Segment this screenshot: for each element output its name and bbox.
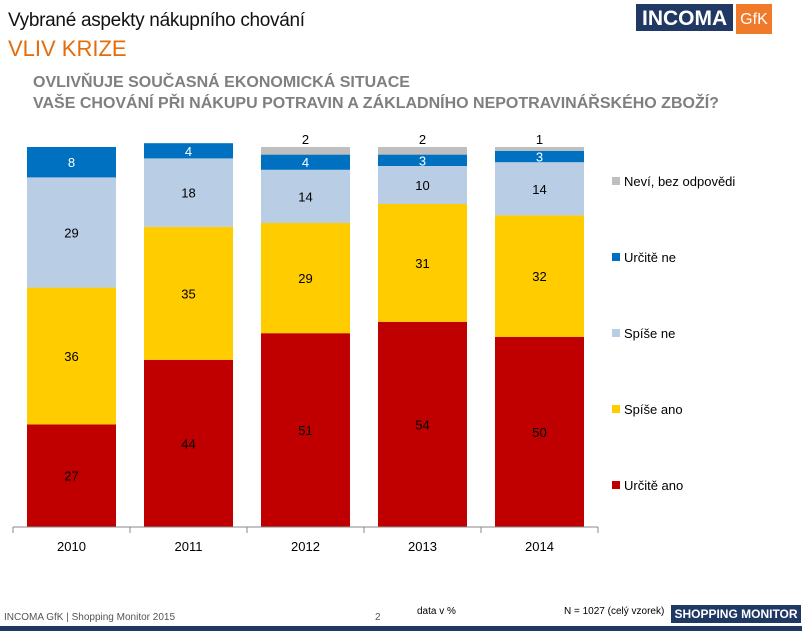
shopping-monitor-badge: SHOPPING MONITOR 2015 xyxy=(671,605,801,639)
data-label: 51 xyxy=(298,423,312,438)
logo-gfk: GfK xyxy=(736,4,772,34)
legend-swatch xyxy=(612,253,620,261)
x-tick-label: 2011 xyxy=(175,539,203,554)
bar-segment xyxy=(378,166,467,204)
data-label: 27 xyxy=(64,469,78,484)
bar-segment xyxy=(144,158,233,227)
footer-bar xyxy=(0,626,802,631)
data-label: 31 xyxy=(415,256,429,271)
bar-segment xyxy=(27,287,116,425)
bar-segment xyxy=(144,359,233,527)
legend-label: Spíše ano xyxy=(624,402,683,417)
legend-label: Neví, bez odpovědi xyxy=(624,174,735,189)
legend-swatch xyxy=(612,481,620,489)
data-label: 36 xyxy=(64,349,78,364)
bar-segment xyxy=(27,177,116,288)
bar-segment xyxy=(378,204,467,322)
x-tick-label: 2012 xyxy=(291,539,320,554)
page-subtitle: VLIV KRIZE xyxy=(8,36,127,61)
question-line-2: VAŠE CHOVÁNÍ PŘI NÁKUPU POTRAVIN A ZÁKLA… xyxy=(33,95,719,112)
page-number: 2 xyxy=(375,612,381,623)
data-label: 2 xyxy=(302,132,309,147)
legend-label: Určitě ne xyxy=(624,250,676,265)
bar-segment xyxy=(261,333,350,527)
legend-swatch xyxy=(612,177,620,185)
incoma-gfk-logo: INCOMA GfK xyxy=(636,4,772,34)
data-label: 1 xyxy=(536,132,543,147)
bar-segment xyxy=(27,424,116,527)
data-label: 3 xyxy=(536,150,543,165)
bar-segment xyxy=(378,321,467,527)
data-label: 32 xyxy=(532,269,546,284)
data-label: 4 xyxy=(302,155,309,170)
page-title: Vybrané aspekty nákupního chování xyxy=(8,10,305,31)
bar-segment xyxy=(261,147,350,155)
bar-segment xyxy=(378,154,467,166)
bar-segment xyxy=(261,223,350,334)
x-tick-label: 2013 xyxy=(408,539,437,554)
bar-segment xyxy=(144,143,233,159)
legend-swatch xyxy=(612,405,620,413)
data-label: 14 xyxy=(298,189,312,204)
bar-segment xyxy=(495,215,584,337)
footer-source: INCOMA GfK | Shopping Monitor 2015 xyxy=(4,612,176,623)
legend-label: Spíše ne xyxy=(624,326,675,341)
data-label: 14 xyxy=(532,182,546,197)
x-tick-label: 2010 xyxy=(57,539,86,554)
question-line-1: OVLIVŇUJE SOUČASNÁ EKONOMICKÁ SITUACE xyxy=(33,74,410,91)
bar-segment xyxy=(261,154,350,170)
logo-incoma: INCOMA xyxy=(636,4,734,34)
bar-segment xyxy=(495,150,584,163)
bar-segment xyxy=(378,147,467,155)
data-label: 3 xyxy=(419,153,426,168)
data-note: data v % xyxy=(417,606,456,617)
data-label: 10 xyxy=(415,178,429,193)
data-label: 2 xyxy=(419,132,426,147)
data-label: 50 xyxy=(532,425,546,440)
data-label: 29 xyxy=(298,271,312,286)
bar-segment xyxy=(144,226,233,360)
bar-segment xyxy=(495,337,584,527)
legend-swatch xyxy=(612,329,620,337)
data-label: 35 xyxy=(181,286,195,301)
sample-note: N = 1027 (celý vzorek) xyxy=(564,606,665,617)
bar-segment xyxy=(27,147,116,178)
bar-segment xyxy=(261,169,350,223)
data-label: 18 xyxy=(181,186,195,201)
data-label: 4 xyxy=(185,144,192,159)
bar-segment xyxy=(495,147,584,151)
bar-segment xyxy=(495,162,584,216)
data-label: 44 xyxy=(181,436,195,451)
data-label: 29 xyxy=(64,226,78,241)
data-label: 8 xyxy=(68,155,75,170)
x-tick-label: 2014 xyxy=(525,539,554,554)
data-label: 54 xyxy=(415,417,429,432)
legend-label: Určitě ano xyxy=(624,478,683,493)
